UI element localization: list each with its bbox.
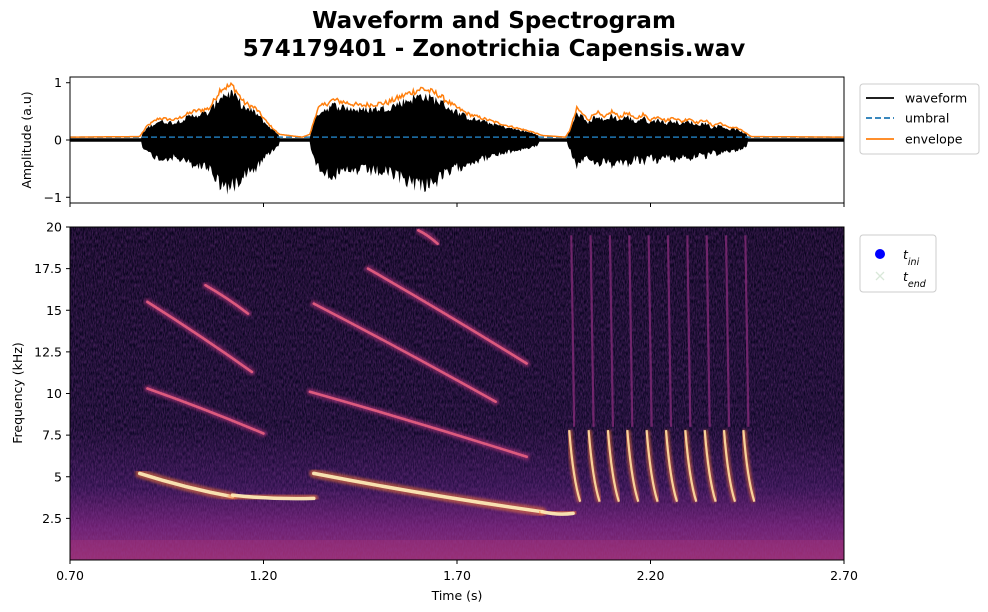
trill-note	[626, 430, 640, 503]
spectrogram-y-tick-label: 12.5	[34, 344, 62, 359]
trill-harmonic	[666, 235, 673, 427]
legend-t-ini-marker	[875, 249, 885, 259]
waveform-panel: 1 0 −1 Amplitude (a.u)	[19, 75, 845, 207]
spectrogram-y-tick-label: 10	[46, 386, 62, 401]
trill-harmonic	[724, 235, 731, 427]
waveform-y-axis-label: Amplitude (a.u)	[19, 91, 34, 188]
trill-note	[742, 430, 756, 503]
spectrogram-x-tick-label: 1.20	[250, 568, 278, 583]
spectrogram-x-tick-label: 1.70	[443, 568, 471, 583]
trill-harmonic	[589, 235, 595, 427]
harmonic-track	[204, 284, 250, 315]
spectrogram-y-tick-label: 17.5	[34, 261, 62, 276]
spectrogram-tracks	[70, 227, 844, 560]
trill-note	[587, 430, 601, 503]
spectrogram-y-tick-label: 7.5	[42, 428, 62, 443]
waveform-series	[70, 89, 844, 195]
chart-title-line2: 574179401 - Zonotrichia Capensis.wav	[242, 36, 746, 62]
trill-note	[664, 430, 679, 503]
spectrogram-y-tick-label: 5	[54, 469, 62, 484]
harmonic-track	[312, 471, 544, 514]
trill-harmonic	[570, 235, 576, 427]
harmonic-track	[146, 300, 254, 374]
waveform-y-tick-label: −1	[44, 190, 62, 205]
spectrogram-y-tick-label: 20	[46, 220, 62, 235]
harmonic-track	[230, 493, 316, 501]
trill-note	[645, 430, 659, 503]
trill-harmonic	[628, 235, 634, 427]
spectrogram-legend: tini tend	[859, 234, 937, 293]
trill-harmonic	[705, 235, 711, 427]
spectrogram-x-tick-label: 2.70	[830, 568, 858, 583]
waveform-y-ticks: 1 0 −1	[44, 75, 70, 205]
harmonic-track	[366, 267, 528, 365]
trill-harmonic	[744, 235, 750, 427]
spectrogram-x-tick-label: 2.20	[637, 568, 665, 583]
low-frequency-band	[70, 540, 844, 560]
harmonic-track	[417, 229, 439, 245]
legend-t-end-marker	[875, 271, 885, 281]
trill-note	[684, 430, 698, 503]
spectrogram-y-tick-label: 15	[46, 303, 62, 318]
legend-envelope-label: envelope	[905, 132, 963, 147]
harmonic-track	[146, 387, 265, 435]
waveform-x-ticks	[69, 203, 845, 207]
trill-note	[568, 430, 582, 503]
legend-waveform-label: waveform	[905, 91, 967, 106]
harmonic-track	[312, 302, 497, 404]
spectrogram-x-axis-label: Time (s)	[431, 588, 483, 603]
spectrogram-y-axis-label: Frequency (kHz)	[10, 342, 25, 444]
spectrogram-panel: 2.5 5 7.5 10 12.5 15 17.5 20 0.70 1.20 1.70 2.20 2.…	[10, 220, 858, 604]
harmonic-track	[308, 390, 528, 459]
spectrogram-x-ticks: 0.70 1.20 1.70 2.20 2.70	[56, 560, 858, 583]
chart-title-line1: Waveform and Spectrogram	[312, 8, 676, 34]
trill-note	[722, 430, 737, 503]
trill-note	[606, 430, 620, 503]
legend-umbral-label: umbral	[905, 111, 949, 126]
waveform-legend-frame	[859, 83, 980, 155]
spectrogram-y-ticks: 2.5 5 7.5 10 12.5 15 17.5 20	[34, 220, 70, 526]
spectrogram-noise	[70, 227, 844, 560]
trill-harmonic	[647, 235, 653, 427]
trill-note	[703, 430, 717, 503]
waveform-y-tick-label: 1	[54, 75, 62, 90]
harmonic-track	[137, 471, 235, 499]
spectrogram-y-tick-label: 2.5	[42, 511, 62, 526]
spectrogram-x-tick-label: 0.70	[56, 568, 84, 583]
harmonic-track	[540, 509, 575, 516]
trill-harmonic	[686, 235, 692, 427]
trill-harmonic	[608, 235, 615, 427]
envelope-series	[70, 81, 844, 138]
waveform-legend: waveform umbral envelope	[859, 83, 980, 155]
waveform-y-tick-label: 0	[54, 133, 62, 148]
